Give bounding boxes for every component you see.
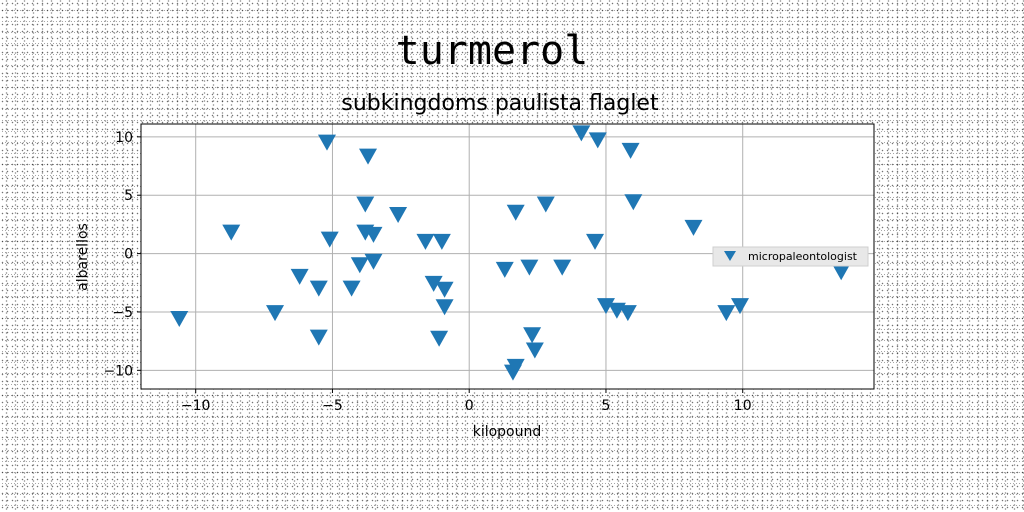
data-point — [266, 305, 285, 322]
x-tick-label: 10 — [734, 398, 752, 414]
data-point — [621, 142, 640, 159]
x-tick-label: −5 — [322, 398, 343, 414]
legend-box — [712, 246, 869, 267]
data-point — [520, 259, 539, 276]
data-point — [435, 281, 454, 298]
data-point — [832, 264, 851, 281]
data-point — [553, 259, 572, 276]
data-point — [320, 231, 339, 248]
data-point — [624, 194, 643, 211]
data-point — [523, 327, 542, 344]
data-point — [364, 253, 383, 270]
data-point — [717, 305, 736, 322]
data-point — [506, 204, 525, 221]
y-tick-label: −10 — [103, 363, 133, 379]
data-point — [359, 148, 378, 165]
data-point — [596, 298, 615, 315]
data-point — [435, 299, 454, 316]
data-point — [506, 358, 525, 375]
data-point — [424, 275, 443, 292]
data-point — [222, 224, 241, 241]
y-tick-label: 5 — [124, 188, 133, 204]
y-tick-label: 10 — [115, 130, 133, 146]
data-point — [356, 196, 375, 213]
chart-title: turmerol — [396, 28, 589, 74]
data-point — [432, 233, 451, 250]
data-point — [290, 268, 309, 285]
data-point — [389, 207, 408, 224]
data-point — [618, 305, 637, 322]
x-tick-label: 5 — [602, 398, 611, 414]
data-point — [430, 330, 449, 347]
data-point — [342, 280, 361, 297]
data-point — [525, 342, 544, 359]
x-tick-label: 0 — [465, 398, 474, 414]
data-point — [416, 233, 435, 250]
y-axis-label: albarellos — [75, 223, 91, 291]
data-point — [495, 261, 514, 278]
data-point — [730, 298, 749, 315]
data-point — [586, 233, 605, 250]
data-point — [309, 329, 328, 346]
legend-label: micropaleontologist — [748, 250, 858, 263]
plot-frame — [140, 123, 875, 390]
x-axis-label: kilopound — [473, 424, 542, 440]
legend-marker — [724, 251, 736, 261]
y-tick-label: 0 — [124, 247, 133, 263]
data-points — [170, 125, 851, 381]
axis-ticks: −10 −5 0 5 10 −10 −5 0 5 10 — [103, 130, 751, 414]
data-point — [364, 226, 383, 243]
data-point — [317, 134, 336, 151]
legend: micropaleontologist — [712, 246, 869, 267]
data-point — [350, 257, 369, 274]
data-point — [170, 310, 189, 327]
data-point — [309, 280, 328, 297]
y-tick-label: −5 — [112, 305, 133, 321]
chart-subtitle: subkingdoms paulista flaglet — [341, 91, 659, 116]
data-point — [588, 132, 607, 149]
data-point — [572, 125, 591, 142]
x-tick-label: −10 — [181, 398, 211, 414]
data-point — [536, 196, 555, 213]
data-point — [684, 219, 703, 236]
